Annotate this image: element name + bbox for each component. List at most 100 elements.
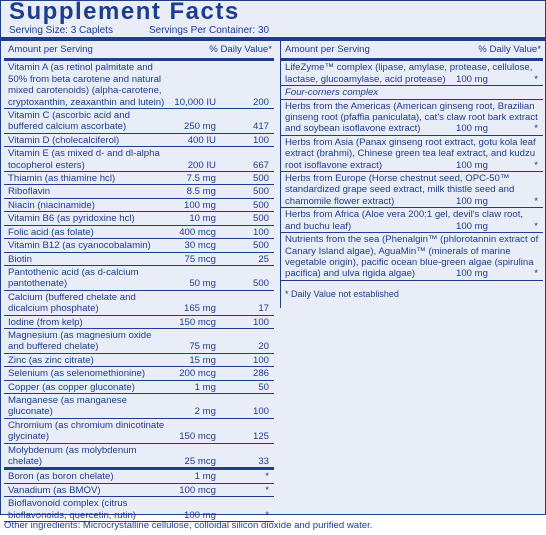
nutrient-daily-value: 667 <box>252 159 269 171</box>
nutrient-daily-value: * <box>534 73 538 85</box>
left-column: Amount per Serving % Daily Value* Vitami… <box>4 41 274 523</box>
nutrient-daily-value: 500 <box>252 240 269 252</box>
nutrient-amount: 200 IU <box>187 159 216 171</box>
nutrient-row: Herbs from Africa (Aloe vera 200:1 gel, … <box>281 208 543 234</box>
serving-size: Serving Size: 3 Caplets <box>9 25 113 36</box>
other-ingredients: Other ingredients: Microcrystalline cell… <box>4 520 373 531</box>
supplement-facts-panel: Supplement Facts Serving Size: 3 Caplets… <box>0 0 546 523</box>
nutrient-amount: 2 mg <box>194 406 216 418</box>
nutrient-row: Boron (as boron chelate) 1 mg * <box>4 470 274 484</box>
nutrient-name: Riboflavin <box>8 186 51 198</box>
nutrient-name: Niacin (niacinamide) <box>8 199 95 211</box>
nutrient-amount: 75 mcg <box>184 253 216 265</box>
nutrient-row: Vitamin C (ascorbic acid and buffered ca… <box>4 109 274 134</box>
nutrient-daily-value: 286 <box>252 368 269 380</box>
nutrient-amount: 165 mg <box>184 303 216 315</box>
nutrient-name: Vitamin C (ascorbic acid and buffered ca… <box>8 110 130 133</box>
nutrient-daily-value: 500 <box>252 199 269 211</box>
nutrient-amount: 1 mg <box>194 381 216 393</box>
nutrient-row: Vitamin E (as mixed d- and dl-alpha toco… <box>4 147 274 173</box>
nutrient-name: Nutrients from the sea (Phenalgin™ (phlo… <box>285 234 539 280</box>
nutrient-row: LifeZyme™ complex (lipase, amylase, prot… <box>281 61 543 87</box>
nutrient-row: Selenium (as selenomethionine) 200 mcg 286 <box>4 367 274 381</box>
nutrient-row: Folic acid (as folate) 400 mcg 100 <box>4 226 274 240</box>
nutrient-name: Bioflavonoid complex (citrus bioflavonoi… <box>8 498 136 521</box>
nutrient-row: Bioflavonoid complex (citrus bioflavonoi… <box>4 497 274 523</box>
nutrient-name: Folic acid (as folate) <box>8 226 94 238</box>
nutrient-name: Vitamin B6 (as pyridoxine hcl) <box>8 213 135 225</box>
nutrient-daily-value: * <box>265 471 269 483</box>
nutrient-row: Vitamin B12 (as cyanocobalamin) 30 mcg 500 <box>4 239 274 253</box>
nutrient-daily-value: 500 <box>252 213 269 225</box>
nutrient-name: Herbs from Europe (Horse chestnut seed, … <box>285 173 515 207</box>
nutrient-amount: 30 mcg <box>184 240 216 252</box>
nutrient-daily-value: 500 <box>252 278 269 290</box>
nutrient-row: Iodine (from kelp) 150 mcg 100 <box>4 316 274 329</box>
nutrient-name: Herbs from the Americas (American ginsen… <box>285 100 538 135</box>
nutrient-amount: 10 mg <box>189 213 216 225</box>
nutrient-amount: 100 mcg <box>179 484 216 496</box>
nutrient-row: Vanadium (as BMOV) 100 mcg * <box>4 484 274 498</box>
nutrient-name: Thiamin (as thiamine hcl) <box>8 173 116 185</box>
nutrient-row: Four-corners complex <box>281 86 543 100</box>
top-rule <box>1 37 545 41</box>
nutrient-daily-value: * <box>534 195 538 207</box>
nutrient-name: LifeZyme™ complex (lipase, amylase, prot… <box>285 62 533 85</box>
nutrient-name: Chromium (as chromium dinicotinate glyci… <box>8 419 165 443</box>
nutrient-row: Vitamin D (cholecalciferol) 400 IU 100 <box>4 134 274 148</box>
nutrient-name: Biotin <box>8 253 32 265</box>
nutrient-daily-value: 33 <box>258 456 269 467</box>
nutrient-row: Herbs from the Americas (American ginsen… <box>281 100 543 136</box>
nutrient-amount: 100 mg <box>456 220 488 232</box>
nutrient-amount: 8.5 mg <box>186 186 216 198</box>
nutrient-amount: 100 mg <box>456 73 488 85</box>
nutrient-amount: 10,000 IU <box>174 96 216 108</box>
nutrient-amount: 100 mg <box>456 159 488 171</box>
nutrient-row: Chromium (as chromium dinicotinate glyci… <box>4 419 274 444</box>
nutrient-row: Molybdenum (as molybdenum chelate) 25 mcg… <box>4 444 274 471</box>
daily-value-header: % Daily Value* <box>209 44 272 55</box>
nutrient-name: Vitamin E (as mixed d- and dl-alpha toco… <box>8 148 160 171</box>
nutrient-daily-value: * <box>534 159 538 171</box>
nutrient-daily-value: * <box>265 484 269 496</box>
daily-value-header: % Daily Value* <box>478 44 541 55</box>
nutrient-daily-value: * <box>534 220 538 232</box>
nutrient-amount: 100 mg <box>456 123 488 135</box>
nutrient-name: Vanadium (as BMOV) <box>8 484 101 496</box>
nutrient-amount: 75 mg <box>189 341 216 353</box>
nutrient-amount: 100 mg <box>184 509 216 521</box>
nutrient-row: Vitamin A (as retinol palmitate and 50% … <box>4 61 274 110</box>
nutrient-daily-value: 100 <box>252 354 269 366</box>
nutrient-daily-value: 500 <box>252 173 269 185</box>
nutrient-name: Selenium (as selenomethionine) <box>8 368 146 380</box>
nutrient-name: Zinc (as zinc citrate) <box>8 354 94 366</box>
nutrient-daily-value: 417 <box>252 121 269 133</box>
nutrient-name: Herbs from Asia (Panax ginseng root extr… <box>285 136 536 171</box>
nutrient-daily-value: 100 <box>252 406 269 418</box>
nutrient-name: Molybdenum (as molybdenum chelate) <box>8 444 137 467</box>
nutrient-daily-value: 17 <box>258 303 269 315</box>
nutrient-name: Manganese (as manganese gluconate) <box>8 394 127 418</box>
amount-per-serving-header: Amount per Serving <box>8 44 93 55</box>
nutrient-name: Calcium (buffered chelate and dicalcium … <box>8 291 136 315</box>
nutrient-daily-value: 125 <box>252 431 269 443</box>
nutrient-daily-value: 500 <box>252 186 269 198</box>
nutrient-daily-value: * <box>265 509 269 521</box>
nutrient-row: Biotin 75 mcg 25 <box>4 253 274 266</box>
nutrient-daily-value: 50 <box>258 381 269 393</box>
nutrient-row: Herbs from Asia (Panax ginseng root extr… <box>281 136 543 173</box>
panel-title: Supplement Facts <box>9 0 240 25</box>
nutrient-amount: 100 mg <box>184 199 216 211</box>
nutrient-name: Boron (as boron chelate) <box>8 471 114 483</box>
nutrient-daily-value: * <box>534 268 538 280</box>
nutrient-amount: 100 mg <box>456 195 488 207</box>
nutrient-amount: 1 mg <box>194 471 216 483</box>
nutrient-daily-value: 100 <box>252 134 269 146</box>
nutrient-amount: 7.5 mg <box>186 173 216 185</box>
nutrient-daily-value: 25 <box>258 253 269 265</box>
nutrient-amount: 50 mg <box>189 278 216 290</box>
nutrient-amount: 150 mcg <box>179 431 216 443</box>
nutrient-name: Vitamin B12 (as cyanocobalamin) <box>8 240 151 252</box>
right-column: Amount per Serving % Daily Value* LifeZy… <box>280 41 543 309</box>
nutrient-row: Herbs from Europe (Horse chestnut seed, … <box>281 172 543 209</box>
